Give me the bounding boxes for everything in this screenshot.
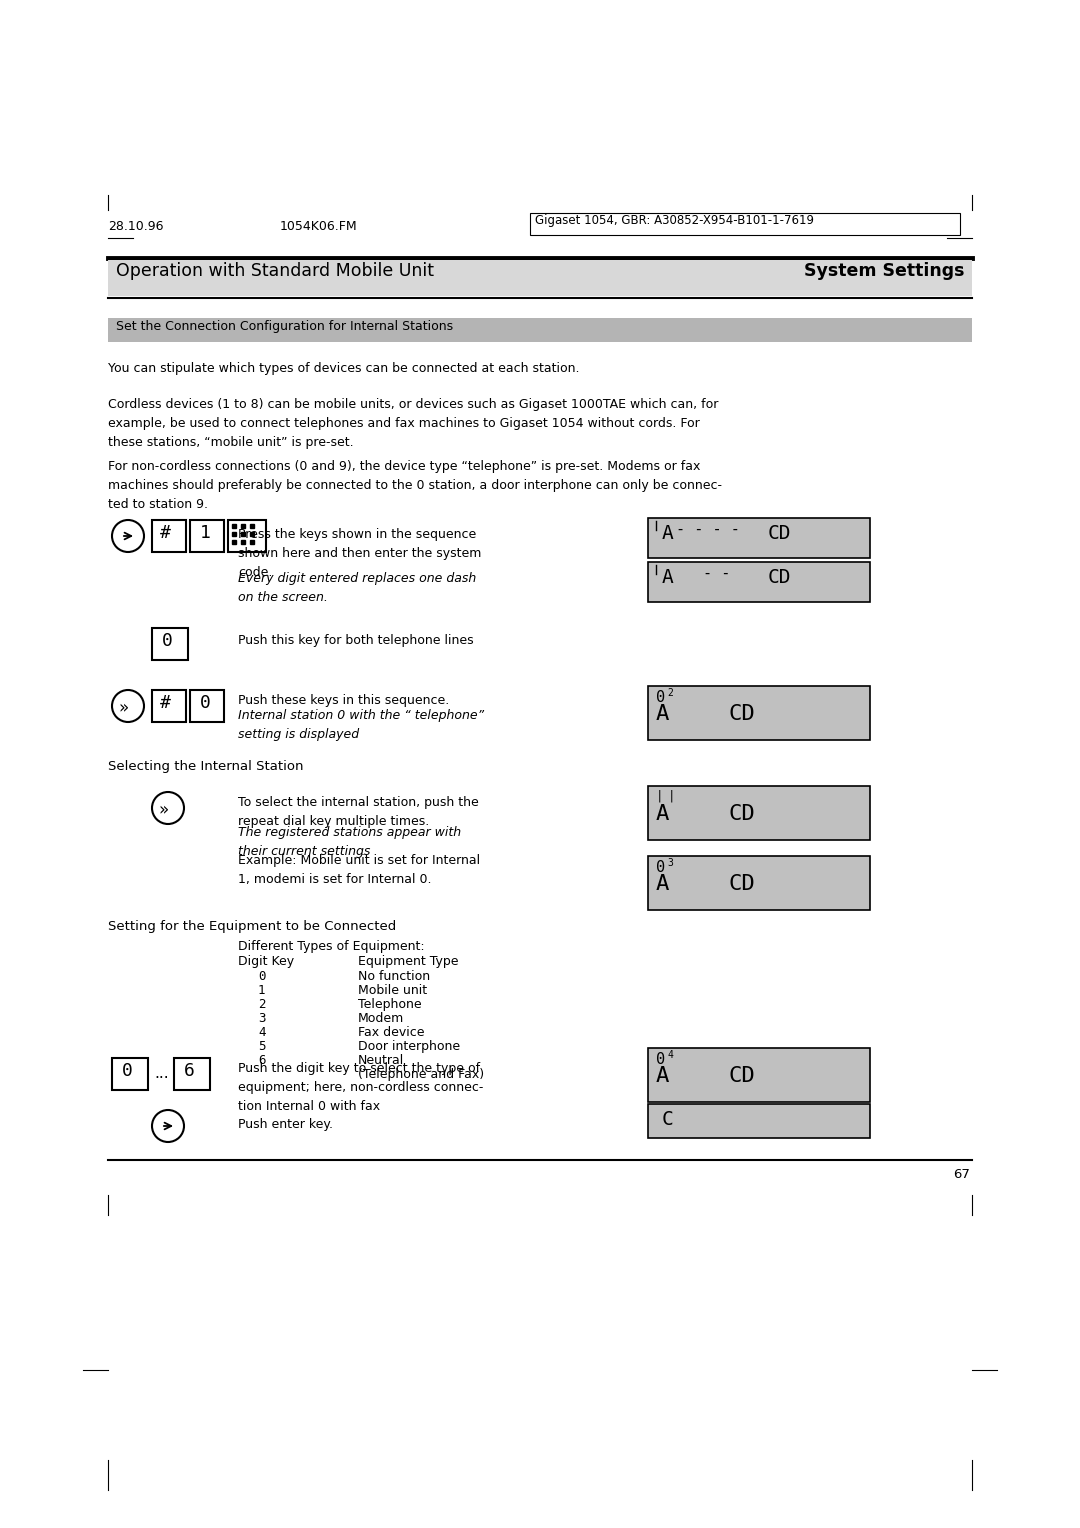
Circle shape bbox=[112, 691, 144, 723]
Bar bbox=[108, 318, 972, 342]
Text: 0: 0 bbox=[122, 1062, 133, 1080]
Text: A: A bbox=[662, 524, 674, 542]
Bar bbox=[648, 785, 870, 840]
Text: 1054K06.FM: 1054K06.FM bbox=[280, 220, 357, 232]
Text: Gigaset 1054, GBR: A30852-X954-B101-1-7619: Gigaset 1054, GBR: A30852-X954-B101-1-76… bbox=[535, 214, 814, 228]
Text: 2: 2 bbox=[667, 688, 673, 698]
Text: 6: 6 bbox=[184, 1062, 194, 1080]
Text: #: # bbox=[160, 694, 171, 712]
Text: Example: Mobile unit is set for Internal
1, modemi is set for Internal 0.: Example: Mobile unit is set for Internal… bbox=[238, 854, 481, 886]
Text: No function: No function bbox=[357, 970, 430, 983]
Text: Selecting the Internal Station: Selecting the Internal Station bbox=[108, 759, 303, 773]
Text: - -: - - bbox=[703, 565, 730, 581]
Text: |: | bbox=[656, 790, 663, 804]
Text: A: A bbox=[656, 1067, 670, 1086]
Text: A: A bbox=[656, 704, 670, 724]
Bar bbox=[152, 691, 186, 723]
Text: 4: 4 bbox=[258, 1025, 266, 1039]
Text: System Settings: System Settings bbox=[804, 261, 964, 280]
Text: Digit Key: Digit Key bbox=[238, 955, 294, 969]
Text: Equipment Type: Equipment Type bbox=[357, 955, 459, 969]
Bar bbox=[174, 1057, 210, 1089]
Text: Fax device: Fax device bbox=[357, 1025, 424, 1039]
Bar bbox=[648, 518, 870, 558]
Bar bbox=[648, 856, 870, 911]
Text: #: # bbox=[160, 524, 171, 542]
Text: Different Types of Equipment:: Different Types of Equipment: bbox=[238, 940, 424, 953]
Text: The registered stations appear with
their current settings: The registered stations appear with thei… bbox=[238, 827, 461, 859]
Text: Telephone: Telephone bbox=[357, 998, 421, 1012]
Text: CD: CD bbox=[768, 524, 792, 542]
Text: Mobile unit: Mobile unit bbox=[357, 984, 427, 996]
Text: 3: 3 bbox=[667, 859, 673, 868]
Bar bbox=[152, 520, 186, 552]
Text: A: A bbox=[656, 874, 670, 894]
Text: 4: 4 bbox=[667, 1050, 673, 1060]
Text: |: | bbox=[669, 790, 675, 804]
Text: ...: ... bbox=[154, 1067, 168, 1080]
Text: To select the internal station, push the
repeat dial key multiple times.: To select the internal station, push the… bbox=[238, 796, 478, 828]
Text: 3: 3 bbox=[258, 1012, 266, 1025]
Bar bbox=[648, 686, 870, 740]
Circle shape bbox=[152, 792, 184, 824]
Text: 0: 0 bbox=[200, 694, 211, 712]
Text: Push enter key.: Push enter key. bbox=[238, 1118, 333, 1131]
Text: 1: 1 bbox=[258, 984, 266, 996]
Text: 67: 67 bbox=[954, 1167, 970, 1181]
Text: CD: CD bbox=[728, 1067, 755, 1086]
Text: - - - -: - - - - bbox=[676, 523, 740, 536]
Text: 6: 6 bbox=[258, 1054, 266, 1067]
Bar bbox=[112, 1057, 148, 1089]
Text: CD: CD bbox=[728, 804, 755, 824]
Text: Modem: Modem bbox=[357, 1012, 404, 1025]
Bar bbox=[648, 562, 870, 602]
Text: A: A bbox=[662, 568, 674, 587]
Text: Push these keys in this sequence.: Push these keys in this sequence. bbox=[238, 694, 449, 707]
Text: Door interphone: Door interphone bbox=[357, 1041, 460, 1053]
Text: (Telephone and Fax): (Telephone and Fax) bbox=[357, 1068, 484, 1080]
Text: 0: 0 bbox=[258, 970, 266, 983]
Bar bbox=[190, 691, 224, 723]
Text: Press the keys shown in the sequence
shown here and then enter the system
code.: Press the keys shown in the sequence sho… bbox=[238, 529, 482, 579]
Text: For non-cordless connections (0 and 9), the device type “telephone” is pre-set. : For non-cordless connections (0 and 9), … bbox=[108, 460, 723, 510]
Text: A: A bbox=[656, 804, 670, 824]
Text: Internal station 0 with the “ telephone”
setting is displayed: Internal station 0 with the “ telephone”… bbox=[238, 709, 484, 741]
Circle shape bbox=[152, 1109, 184, 1141]
Text: Push this key for both telephone lines: Push this key for both telephone lines bbox=[238, 634, 474, 646]
Text: CD: CD bbox=[728, 874, 755, 894]
Text: C: C bbox=[662, 1109, 674, 1129]
Text: You can stipulate which types of devices can be connected at each station.: You can stipulate which types of devices… bbox=[108, 362, 580, 374]
Text: CD: CD bbox=[768, 568, 792, 587]
Text: 28.10.96: 28.10.96 bbox=[108, 220, 163, 232]
Text: Neutral: Neutral bbox=[357, 1054, 404, 1067]
Text: »: » bbox=[118, 698, 129, 717]
Bar bbox=[648, 1048, 870, 1102]
Text: CD: CD bbox=[728, 704, 755, 724]
Text: 0: 0 bbox=[656, 1051, 665, 1067]
Text: 2: 2 bbox=[258, 998, 266, 1012]
Text: Set the Connection Configuration for Internal Stations: Set the Connection Configuration for Int… bbox=[116, 319, 454, 333]
Circle shape bbox=[112, 520, 144, 552]
Text: 0: 0 bbox=[162, 633, 173, 649]
Bar bbox=[530, 212, 960, 235]
Bar bbox=[108, 260, 972, 296]
Text: 0: 0 bbox=[656, 860, 665, 876]
Bar bbox=[648, 1105, 870, 1138]
Text: Push the digit key to select the type of
equipment; here, non-cordless connec-
t: Push the digit key to select the type of… bbox=[238, 1062, 484, 1112]
Text: Operation with Standard Mobile Unit: Operation with Standard Mobile Unit bbox=[116, 261, 434, 280]
Text: »: » bbox=[158, 801, 168, 819]
Text: 1: 1 bbox=[200, 524, 211, 542]
Bar bbox=[190, 520, 224, 552]
Bar bbox=[152, 628, 188, 660]
Text: Setting for the Equipment to be Connected: Setting for the Equipment to be Connecte… bbox=[108, 920, 396, 934]
Text: 5: 5 bbox=[258, 1041, 266, 1053]
Bar bbox=[108, 260, 972, 296]
Bar bbox=[228, 520, 266, 552]
Text: 0: 0 bbox=[656, 691, 665, 704]
Text: Every digit entered replaces one dash
on the screen.: Every digit entered replaces one dash on… bbox=[238, 571, 476, 604]
Text: Cordless devices (1 to 8) can be mobile units, or devices such as Gigaset 1000TA: Cordless devices (1 to 8) can be mobile … bbox=[108, 397, 718, 449]
